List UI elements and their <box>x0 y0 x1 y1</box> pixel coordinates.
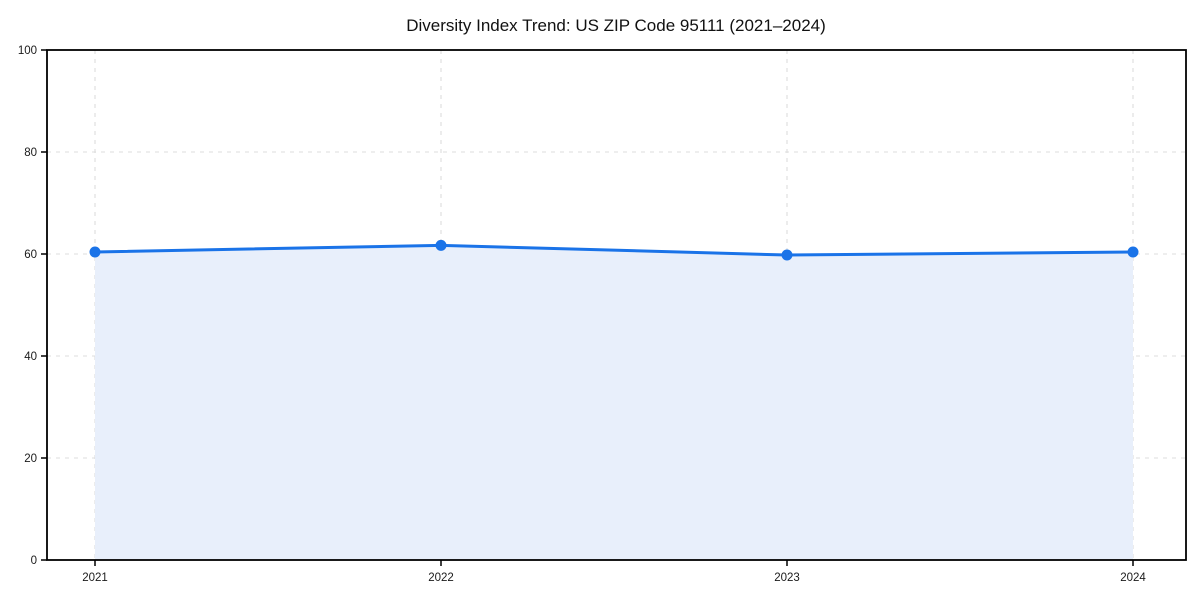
x-tick-label: 2022 <box>428 572 454 584</box>
y-tick-label: 20 <box>24 453 37 465</box>
x-tick-label: 2023 <box>774 572 800 584</box>
trend-line <box>93 243 1135 257</box>
y-tick-label: 80 <box>24 147 37 159</box>
series-layer <box>89 239 1139 560</box>
x-tick-label: 2021 <box>82 572 108 584</box>
data-point-2023 <box>781 249 793 261</box>
data-point-2022 <box>435 239 447 251</box>
axis-layer: 0 20 40 60 80 100 2021 2022 2023 2024 <box>18 45 1187 584</box>
x-tick-label: 2024 <box>1120 572 1146 584</box>
y-tick-label: 40 <box>24 351 37 363</box>
y-tick-label: 100 <box>18 45 37 57</box>
chart-title: Diversity Index Trend: US ZIP Code 95111… <box>406 16 826 35</box>
data-point-2024 <box>1127 246 1139 258</box>
plot-border <box>46 49 1187 561</box>
y-tick-label: 0 <box>31 555 37 567</box>
area-fill <box>95 245 1133 560</box>
y-tick-label: 60 <box>24 249 37 261</box>
data-point-2021 <box>89 246 101 258</box>
